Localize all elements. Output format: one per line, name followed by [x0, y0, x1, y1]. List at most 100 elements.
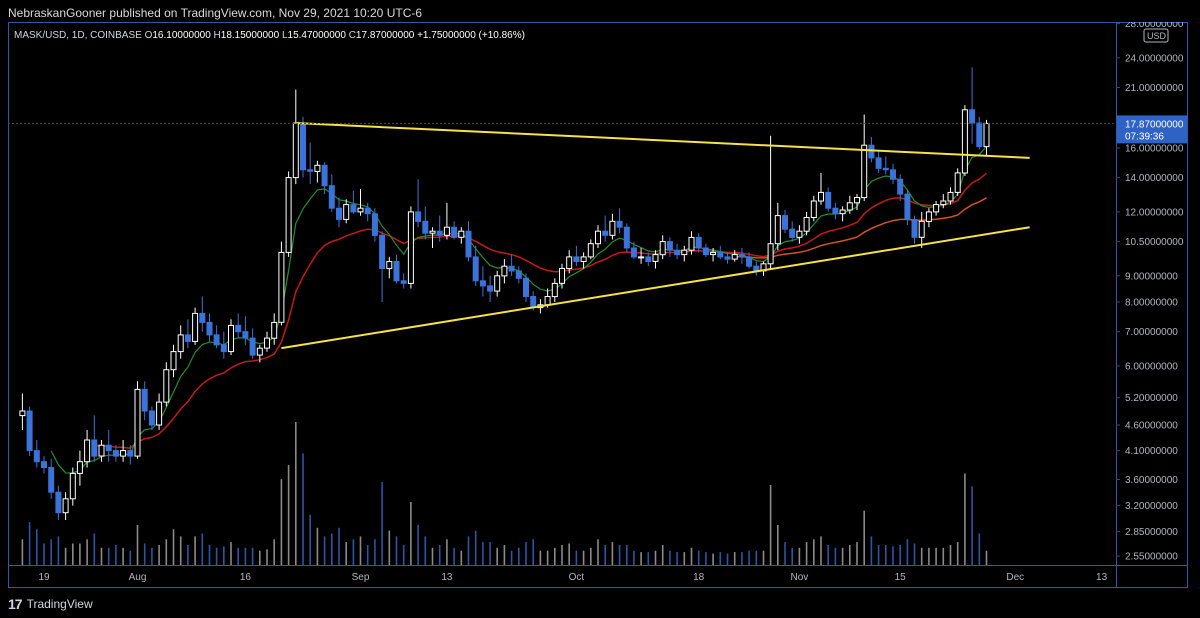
candle-body: [422, 220, 429, 234]
volume-bar: [885, 545, 887, 565]
candle-body: [746, 256, 753, 267]
volume-bar: [460, 550, 463, 565]
volume-bar: [841, 547, 844, 565]
volume-bar: [129, 550, 132, 565]
candle-body: [638, 256, 645, 259]
candle-body: [983, 122, 990, 148]
candle-body: [264, 337, 270, 349]
symbol-label: MASK/USD, 1D, COINBASE: [14, 30, 145, 41]
currency-label: USD: [1147, 31, 1167, 41]
volume-bar: [834, 547, 837, 565]
volume-bar: [21, 539, 24, 565]
candle-body: [861, 144, 868, 199]
candle-body: [393, 261, 400, 282]
volume-bar: [266, 549, 268, 565]
candle-body: [702, 247, 709, 256]
candle-body: [551, 282, 558, 298]
candle-body: [969, 109, 976, 124]
volume-bar: [856, 542, 858, 565]
volume-bar: [949, 545, 952, 565]
candle-body: [26, 410, 33, 452]
candle-body: [501, 265, 508, 277]
volume-bar: [43, 543, 45, 565]
volume-bar: [302, 453, 304, 565]
candle-body: [566, 256, 573, 269]
volume-bar: [151, 547, 153, 565]
x-tick-label: 13: [441, 572, 453, 583]
y-tick-label: 8.00000000: [1125, 298, 1178, 309]
candle-body: [451, 226, 458, 238]
candle-body: [681, 249, 688, 256]
candle-body: [890, 169, 896, 180]
x-tick-label: Oct: [569, 572, 585, 583]
chart-area[interactable]: MASK/USD, 1D, COINBASE O16.10000000 H18.…: [8, 22, 1188, 588]
volume-bar: [726, 553, 729, 565]
lower-trendline: [281, 226, 1030, 350]
volume-bar: [352, 539, 355, 565]
low-label: L: [282, 30, 288, 41]
candle-body: [530, 296, 537, 309]
volume-bar: [942, 547, 945, 565]
volume-bar: [654, 550, 657, 565]
tradingview-logo-icon[interactable]: 17: [8, 596, 23, 612]
volume-bar: [402, 545, 405, 565]
candle-body: [379, 234, 386, 270]
volume-bar: [510, 550, 513, 565]
volume-bar: [661, 545, 664, 565]
volume-bar: [143, 543, 146, 565]
last-price-badge: [1117, 115, 1187, 144]
candle-body: [508, 265, 515, 272]
candle-body: [868, 144, 875, 159]
x-tick-label: 19: [38, 572, 50, 583]
candle-body: [256, 347, 263, 356]
volume-bar: [546, 550, 549, 565]
volume-bar: [201, 533, 204, 565]
candle-body: [767, 243, 774, 265]
brand-label: TradingView: [26, 597, 93, 611]
volume-bar: [136, 525, 139, 565]
low-value: 15.47000000: [288, 30, 349, 41]
volume-bar: [964, 473, 966, 565]
volume-bar: [978, 533, 981, 565]
candle-body: [738, 254, 745, 258]
volume-bar: [618, 545, 621, 565]
volume-bar: [179, 536, 182, 565]
candle-body: [235, 324, 242, 333]
y-tick-label: 2.85000000: [1125, 527, 1178, 538]
volume-bar: [798, 547, 801, 565]
volume-bar: [626, 545, 628, 565]
volume-bar: [122, 547, 124, 565]
volume-bar: [72, 543, 74, 565]
volume-bar: [755, 550, 758, 565]
y-tick-label: 12.00000000: [1125, 207, 1184, 218]
candle-body: [659, 241, 666, 256]
candle-body: [33, 450, 40, 463]
volume-bar: [381, 482, 383, 565]
candlestick-chart[interactable]: MASK/USD, 1D, COINBASE O16.10000000 H18.…: [8, 22, 1188, 588]
volume-bar: [280, 479, 283, 565]
volume-bar: [906, 539, 909, 565]
volume-bar: [331, 533, 333, 565]
high-label: H: [214, 30, 221, 41]
candle-body: [933, 204, 940, 213]
candle-body: [192, 312, 199, 342]
volume-bar: [446, 539, 448, 565]
candle-body: [846, 202, 853, 211]
volume-bar: [366, 545, 369, 565]
volume-bar: [309, 514, 311, 565]
volume-bar: [611, 542, 614, 565]
candle-body: [724, 256, 731, 260]
volume-bar: [410, 502, 412, 565]
y-tick-label: 28.00000000: [1125, 22, 1184, 30]
x-tick-label: 13: [1096, 572, 1108, 583]
candle-body: [976, 122, 983, 148]
candle-body: [803, 217, 810, 232]
candle-body: [674, 249, 681, 256]
volume-bar: [899, 545, 901, 565]
candle-body: [515, 270, 522, 279]
volume-bar: [575, 550, 578, 565]
volume-bar: [388, 530, 391, 565]
volume-bar: [777, 525, 779, 565]
candle-body: [228, 324, 234, 353]
candle-body: [292, 122, 299, 179]
